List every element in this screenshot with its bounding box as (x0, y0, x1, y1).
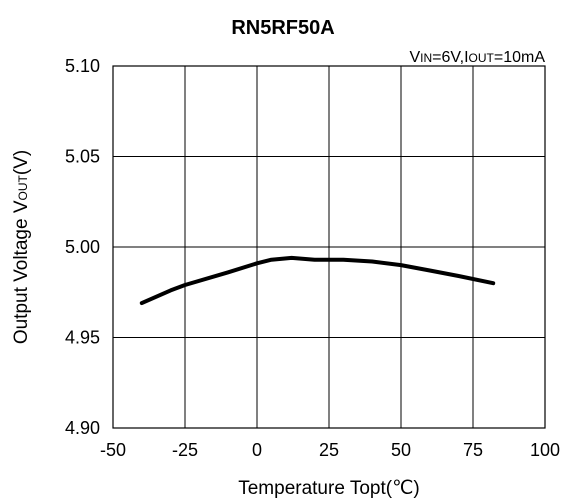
x-tick-label: 50 (391, 440, 411, 460)
y-axis-label-text: Output Voltage V (11, 200, 32, 344)
x-tick-label: -50 (100, 440, 126, 460)
y-tick-labels: 4.90 4.95 5.00 5.05 5.10 (65, 56, 100, 438)
grid (113, 66, 545, 428)
test-condition: VIN=6V,IOUT=10mA (410, 49, 546, 66)
y-tick-label: 4.95 (65, 328, 100, 348)
y-axis-label-sub: OUT (16, 175, 30, 201)
x-tick-label: -25 (172, 440, 198, 460)
x-axis-label: Temperature Topt(℃) (238, 478, 420, 499)
condition-vin-prefix: V (410, 49, 421, 66)
chart-title: RN5RF50A (231, 17, 334, 39)
condition-vin-sub: IN (420, 51, 432, 65)
plot-frame (112, 65, 546, 429)
y-tick-label: 4.90 (65, 418, 100, 438)
condition-iout-value: =10mA (494, 49, 545, 66)
x-tick-label: 75 (463, 440, 483, 460)
x-tick-label: 25 (319, 440, 339, 460)
y-tick-label: 5.05 (65, 147, 100, 167)
condition-iout-sub: OUT (469, 51, 495, 65)
series-layer (139, 255, 496, 306)
y-axis-label: Output Voltage VOUT(V) (11, 150, 32, 344)
x-tick-label: 100 (530, 440, 560, 460)
x-tick-labels: -50 -25 0 25 50 75 100 (100, 440, 560, 460)
y-axis-label-unit: (V) (11, 150, 32, 175)
condition-iout-prefix: I (464, 49, 468, 66)
series-line-output-voltage (139, 255, 496, 306)
condition-vin-value: =6V, (432, 49, 464, 66)
x-tick-label: 0 (252, 440, 262, 460)
y-tick-label: 5.00 (65, 237, 100, 257)
y-tick-label: 5.10 (65, 56, 100, 76)
